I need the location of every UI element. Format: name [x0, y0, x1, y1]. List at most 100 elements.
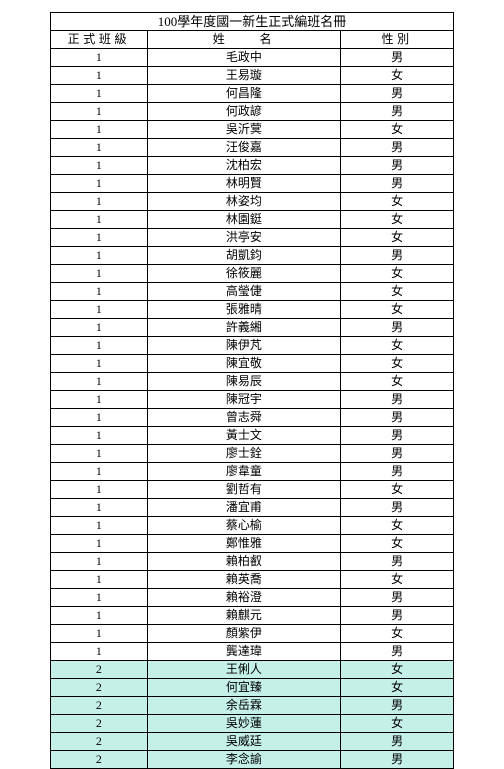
cell-class: 1: [51, 499, 148, 517]
cell-class: 1: [51, 391, 148, 409]
cell-class: 1: [51, 265, 148, 283]
cell-class: 1: [51, 355, 148, 373]
cell-class: 1: [51, 139, 148, 157]
table-row: 1許義緗男: [51, 319, 454, 337]
cell-gender: 男: [341, 427, 454, 445]
table-row: 1顏紫伊女: [51, 625, 454, 643]
cell-gender: 男: [341, 85, 454, 103]
cell-name: 陳冠宇: [147, 391, 340, 409]
table-row: 1毛政中男: [51, 49, 454, 67]
table-row: 1吳沂蓂女: [51, 121, 454, 139]
title-row: 100學年度國一新生正式編班名冊: [51, 13, 454, 31]
cell-class: 1: [51, 607, 148, 625]
cell-name: 何宜臻: [147, 679, 340, 697]
cell-name: 汪俊嘉: [147, 139, 340, 157]
cell-class: 1: [51, 337, 148, 355]
table-row: 1沈柏宏男: [51, 157, 454, 175]
cell-name: 曾志舜: [147, 409, 340, 427]
table-row: 1高瑩倢女: [51, 283, 454, 301]
cell-gender: 女: [341, 715, 454, 733]
cell-gender: 女: [341, 679, 454, 697]
cell-gender: 男: [341, 409, 454, 427]
cell-name: 何政諺: [147, 103, 340, 121]
table-row: 1陳伊芃女: [51, 337, 454, 355]
cell-gender: 女: [341, 661, 454, 679]
cell-class: 2: [51, 733, 148, 751]
cell-class: 1: [51, 49, 148, 67]
table-row: 1胡凱鈞男: [51, 247, 454, 265]
cell-gender: 男: [341, 103, 454, 121]
cell-gender: 女: [341, 481, 454, 499]
cell-gender: 男: [341, 247, 454, 265]
cell-class: 1: [51, 67, 148, 85]
header-class: 正式班級: [51, 31, 148, 49]
cell-gender: 男: [341, 157, 454, 175]
table-row: 1黃士文男: [51, 427, 454, 445]
table-row: 2何宜臻女: [51, 679, 454, 697]
cell-class: 2: [51, 661, 148, 679]
cell-name: 鄭惟雅: [147, 535, 340, 553]
cell-gender: 男: [341, 607, 454, 625]
cell-gender: 女: [341, 283, 454, 301]
header-gender: 性別: [341, 31, 454, 49]
table-row: 1廖士銓男: [51, 445, 454, 463]
cell-name: 高瑩倢: [147, 283, 340, 301]
cell-gender: 女: [341, 211, 454, 229]
header-row: 正式班級 姓 名 性別: [51, 31, 454, 49]
cell-class: 1: [51, 373, 148, 391]
cell-class: 1: [51, 121, 148, 139]
table-row: 2吳威廷男: [51, 733, 454, 751]
cell-name: 廖韋童: [147, 463, 340, 481]
cell-class: 1: [51, 643, 148, 661]
table-row: 1陳宜敬女: [51, 355, 454, 373]
table-row: 1陳冠宇男: [51, 391, 454, 409]
cell-class: 1: [51, 427, 148, 445]
table-row: 1賴柏叡男: [51, 553, 454, 571]
table-row: 1蔡心榆女: [51, 517, 454, 535]
cell-name: 潘宜甫: [147, 499, 340, 517]
cell-class: 1: [51, 229, 148, 247]
cell-name: 張雅晴: [147, 301, 340, 319]
table-title: 100學年度國一新生正式編班名冊: [51, 13, 454, 31]
table-row: 1王易璇女: [51, 67, 454, 85]
cell-gender: 女: [341, 301, 454, 319]
cell-name: 吳沂蓂: [147, 121, 340, 139]
cell-name: 龔達瑋: [147, 643, 340, 661]
header-name: 姓 名: [147, 31, 340, 49]
cell-name: 吳威廷: [147, 733, 340, 751]
cell-class: 1: [51, 445, 148, 463]
cell-gender: 男: [341, 751, 454, 769]
table-row: 1鄭惟雅女: [51, 535, 454, 553]
cell-gender: 女: [341, 265, 454, 283]
cell-name: 林明賢: [147, 175, 340, 193]
cell-name: 陳宜敬: [147, 355, 340, 373]
cell-name: 賴裕澄: [147, 589, 340, 607]
cell-name: 胡凱鈞: [147, 247, 340, 265]
cell-class: 2: [51, 697, 148, 715]
cell-name: 何昌隆: [147, 85, 340, 103]
cell-class: 2: [51, 679, 148, 697]
cell-gender: 女: [341, 193, 454, 211]
table-row: 1林明賢男: [51, 175, 454, 193]
cell-class: 1: [51, 319, 148, 337]
table-row: 1洪亭安女: [51, 229, 454, 247]
cell-name: 賴麒元: [147, 607, 340, 625]
table-row: 2李念諭男: [51, 751, 454, 769]
cell-name: 蔡心榆: [147, 517, 340, 535]
table-row: 1曾志舜男: [51, 409, 454, 427]
cell-class: 1: [51, 535, 148, 553]
cell-class: 1: [51, 571, 148, 589]
cell-gender: 女: [341, 121, 454, 139]
cell-class: 2: [51, 751, 148, 769]
table-row: 1何政諺男: [51, 103, 454, 121]
cell-gender: 男: [341, 463, 454, 481]
cell-class: 1: [51, 193, 148, 211]
table-row: 1賴麒元男: [51, 607, 454, 625]
cell-gender: 女: [341, 625, 454, 643]
cell-class: 1: [51, 553, 148, 571]
cell-gender: 女: [341, 571, 454, 589]
cell-name: 陳伊芃: [147, 337, 340, 355]
table-row: 1賴英喬女: [51, 571, 454, 589]
cell-class: 1: [51, 175, 148, 193]
cell-gender: 女: [341, 517, 454, 535]
